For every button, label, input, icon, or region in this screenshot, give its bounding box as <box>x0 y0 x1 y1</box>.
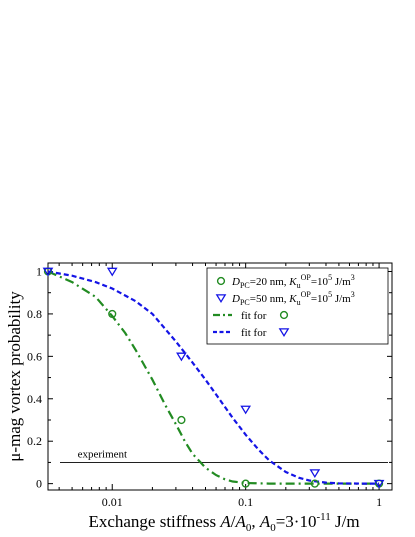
series-2-point <box>176 352 187 362</box>
legend-marker-1 <box>216 276 226 286</box>
series-2-point <box>240 405 252 415</box>
legend-label-1: DPC=20 nm, KuOP=105 J/m3 <box>231 273 355 290</box>
y-tick-label: 0.4 <box>27 392 42 406</box>
x-tick-label: 0.1 <box>238 495 253 509</box>
y-tick-label: 0.2 <box>27 434 42 448</box>
y-tick-label: 0.6 <box>27 349 42 363</box>
series-1-point <box>241 479 250 488</box>
legend-label-2: DPC=50 nm, KuOP=105 J/m3 <box>231 290 355 307</box>
fit-curve-2 <box>47 270 380 485</box>
series-2-point <box>106 267 118 277</box>
y-tick-label: 0.8 <box>27 307 42 321</box>
series-1-point <box>177 415 186 425</box>
plot-frame <box>47 262 393 491</box>
y-tick-label: 0 <box>36 477 42 491</box>
legend-fit-label-2: fit for <box>241 327 267 339</box>
legend-marker-2 <box>215 294 227 304</box>
x-tick-label: 0.01 <box>102 495 123 509</box>
series-1-point <box>310 479 319 488</box>
series-2-point <box>42 267 54 277</box>
series-2-point <box>373 479 385 489</box>
legend-box <box>206 267 389 345</box>
y-axis-title: μ-mag vortex probability <box>5 291 24 462</box>
x-axis-title: Exchange stiffness A/A0, A0=3·10-11 J/m <box>88 511 359 534</box>
legend-fit-marker-2 <box>278 328 290 338</box>
legend-fit-marker-1 <box>279 310 289 320</box>
y-tick-label: 1 <box>36 264 42 278</box>
series-1-point <box>108 309 117 319</box>
experiment-label: experiment <box>78 448 127 460</box>
series-2-point <box>309 469 321 479</box>
x-tick-label: 1 <box>376 495 382 509</box>
legend-fit-label-1: fit for <box>241 310 267 322</box>
fit-curve-1 <box>47 270 380 485</box>
plot-area: 0 0.2 0.4 0.6 0.8 1 0.01 0.1 1 experiment DPC=20 n… <box>5 262 393 534</box>
